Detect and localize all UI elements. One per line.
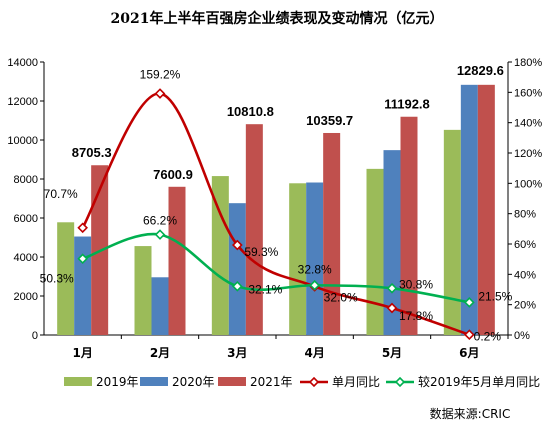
bar-2021年-3月 — [245, 124, 263, 336]
bar-2020年-6月 — [460, 84, 478, 335]
bar-value-label: 10359.7 — [306, 113, 353, 128]
bar-value-label: 11192.8 — [384, 97, 430, 112]
legend-marker — [308, 376, 320, 388]
bar-2019年-1月 — [57, 222, 75, 335]
bar-2020年-4月 — [306, 182, 324, 335]
left-tick-label: 2000 — [14, 291, 38, 303]
line2-value-label: 32.1% — [248, 282, 282, 296]
bar-2021年-6月 — [477, 84, 495, 335]
legend-swatch — [140, 377, 168, 386]
axes: 0 2000 4000 6000 8000 10000 12000 14000 0% 20% 40%… — [7, 57, 542, 360]
bar-2019年-6月 — [443, 129, 461, 335]
line1-value-label: 159.2% — [140, 68, 181, 82]
legend-swatch — [218, 377, 246, 386]
left-tick-label: 8000 — [14, 174, 38, 186]
bar-2019年-4月 — [289, 183, 307, 335]
left-tick-label: 10000 — [7, 135, 38, 147]
marker-单月同比-3月 — [232, 239, 243, 251]
marker-较2019年5月单月同比-3月 — [232, 280, 243, 292]
line1-value-label: 0.2% — [474, 330, 502, 344]
bar-value-label: 8705.3 — [72, 145, 112, 160]
x-tick-label: 4月 — [304, 346, 324, 360]
left-tick-label: 4000 — [14, 252, 38, 264]
bar-value-label: 12829.6 — [457, 63, 504, 78]
bar-2021年-5月 — [400, 116, 418, 335]
legend-marker — [394, 376, 406, 388]
legend: 2019年 2020年 2021年 单月同比 较2019年5月单月同比 — [64, 374, 540, 389]
right-tick-label: 180% — [514, 57, 542, 69]
marker-单月同比-5月 — [386, 302, 398, 314]
marker-单月同比-1月 — [77, 222, 88, 234]
bars — [57, 84, 495, 336]
marker-较2019年5月单月同比-4月 — [309, 279, 320, 291]
right-tick-label: 40% — [514, 269, 536, 281]
marker-单月同比-6月 — [464, 329, 475, 341]
left-tick-label: 0 — [32, 330, 38, 342]
x-tick-label: 1月 — [72, 346, 92, 360]
line1-value-label: 17.8% — [399, 309, 433, 323]
left-tick-label: 14000 — [7, 57, 38, 69]
line2-value-label: 50.3% — [40, 272, 74, 286]
legend-label: 2019年 — [96, 375, 139, 389]
legend-label: 较2019年5月单月同比 — [418, 374, 540, 389]
x-tick-label: 2月 — [150, 346, 170, 360]
line1-value-label: 70.7% — [44, 187, 78, 201]
bar-2021年-4月 — [323, 132, 341, 335]
legend-label: 2020年 — [172, 375, 215, 389]
legend-label: 单月同比 — [332, 375, 380, 389]
legend-label: 2021年 — [250, 375, 293, 389]
bar-2020年-3月 — [228, 203, 246, 335]
right-tick-label: 100% — [514, 178, 542, 190]
left-tick-label: 6000 — [14, 213, 38, 225]
marker-较2019年5月单月同比-5月 — [386, 282, 398, 294]
x-tick-label: 5月 — [382, 346, 402, 360]
line1-value-label: 59.3% — [244, 245, 278, 259]
bar-2019年-5月 — [366, 168, 384, 335]
marker-单月同比-2月 — [154, 88, 166, 99]
left-tick-label: 12000 — [7, 96, 38, 108]
line1-value-label: 32.0% — [324, 290, 358, 304]
bar-2020年-1月 — [74, 236, 92, 335]
line2-value-label: 32.8% — [298, 262, 332, 276]
bar-value-label: 10810.8 — [227, 104, 274, 119]
data-labels: 8705.3 7600.9 10810.8 10359.7 11192.8 12829.6… — [40, 63, 513, 344]
legend-swatch — [64, 377, 92, 386]
lines — [77, 88, 475, 341]
marker-较2019年5月单月同比-2月 — [154, 229, 166, 240]
line2-value-label: 30.8% — [399, 277, 433, 291]
line2-value-label: 21.5% — [478, 289, 512, 303]
right-tick-label: 140% — [514, 118, 542, 130]
source-note: 数据来源:CRIC — [430, 406, 511, 421]
x-tick-label: 6月 — [459, 346, 479, 360]
chart-title: 2021年上半年百强房企业绩表现及变动情况（亿元） — [111, 10, 444, 27]
right-tick-label: 60% — [514, 239, 536, 251]
marker-较2019年5月单月同比-1月 — [77, 253, 88, 265]
x-tick-label: 3月 — [227, 346, 247, 360]
right-tick-label: 160% — [514, 87, 542, 99]
marker-较2019年5月单月同比-6月 — [464, 297, 475, 308]
line2-value-label: 66.2% — [143, 214, 177, 228]
right-tick-label: 20% — [514, 300, 536, 312]
right-tick-label: 0% — [514, 330, 530, 342]
right-tick-label: 120% — [514, 148, 542, 160]
bar-2020年-2月 — [151, 277, 169, 335]
bar-2019年-3月 — [211, 176, 229, 335]
bar-2019年-2月 — [134, 246, 152, 335]
right-tick-label: 80% — [514, 209, 536, 221]
bar-2021年-2月 — [168, 186, 186, 335]
bar-value-label: 7600.9 — [153, 167, 193, 182]
